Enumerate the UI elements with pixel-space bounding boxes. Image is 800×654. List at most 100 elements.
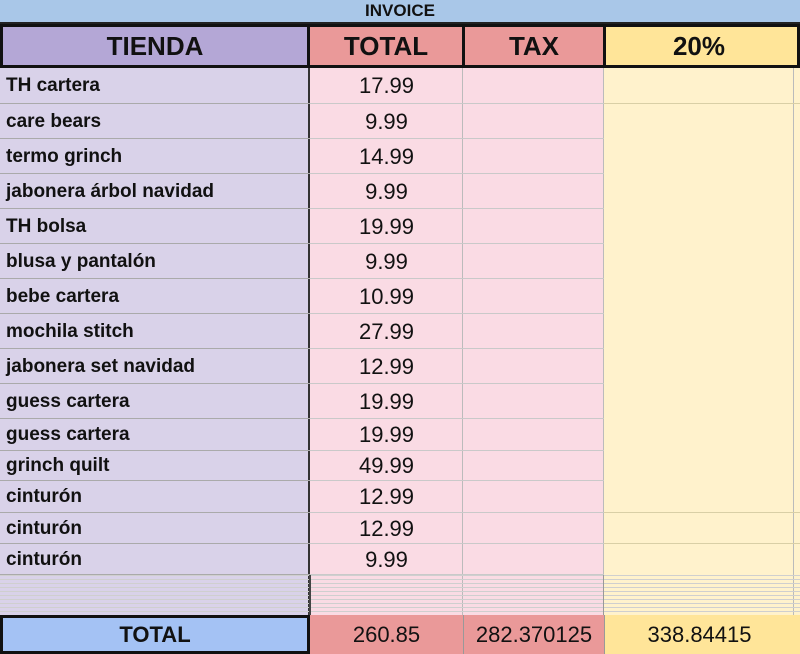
row-gridline [310, 512, 604, 513]
item-percent-cell[interactable] [604, 481, 794, 513]
totals-total-cell[interactable]: 260.85 [310, 615, 463, 654]
item-total-cell[interactable]: 12.99 [358, 354, 415, 379]
header-tienda[interactable]: TIENDA [0, 24, 310, 68]
row-gridline [310, 278, 604, 279]
item-total-cell[interactable]: 14.99 [358, 144, 415, 169]
extra-column [794, 68, 800, 615]
row-gridline [0, 313, 310, 314]
row-gridline [0, 418, 310, 419]
item-total-cell[interactable]: 12.99 [358, 484, 415, 509]
row-gridline [310, 383, 604, 384]
item-tax-cell[interactable] [463, 349, 604, 384]
item-percent-cell[interactable] [604, 279, 794, 314]
item-total-cell[interactable]: 19.99 [358, 389, 415, 414]
item-tax-cell[interactable] [463, 244, 604, 279]
item-total-cell[interactable]: 10.99 [358, 284, 415, 309]
item-name-cell[interactable]: blusa y pantalón [6, 251, 156, 272]
table-row: termo grinch 14.99 [0, 139, 800, 174]
item-total-cell[interactable]: 49.99 [358, 453, 415, 478]
item-percent-cell[interactable] [604, 544, 794, 575]
item-total-cell[interactable]: 9.99 [365, 547, 408, 572]
header-extra-cell[interactable] [792, 24, 800, 68]
totals-percent-cell[interactable]: 338.84415 [604, 615, 794, 654]
table-row: care bears 9.99 [0, 104, 800, 139]
row-gridline [0, 383, 310, 384]
item-tax-cell[interactable] [463, 209, 604, 244]
item-name-cell[interactable]: jabonera árbol navidad [6, 181, 214, 202]
percent-column [604, 68, 794, 615]
item-tax-cell[interactable] [463, 451, 604, 481]
table-row: mochila stitch 27.99 [0, 314, 800, 349]
item-percent-cell[interactable] [604, 209, 794, 244]
item-name-cell[interactable]: mochila stitch [6, 321, 134, 342]
table-row: jabonera set navidad 12.99 [0, 349, 800, 384]
item-percent-cell[interactable] [604, 139, 794, 174]
item-percent-cell[interactable] [604, 419, 794, 451]
item-percent-cell[interactable] [604, 244, 794, 279]
item-tax-cell[interactable] [463, 139, 604, 174]
item-total-cell[interactable]: 27.99 [358, 319, 415, 344]
row-gridline [310, 574, 604, 575]
row-gridline [604, 512, 800, 513]
item-percent-cell[interactable] [604, 349, 794, 384]
row-gridline [0, 103, 310, 104]
item-tax-cell[interactable] [463, 314, 604, 349]
item-tax-cell[interactable] [463, 384, 604, 419]
row-gridline [0, 243, 310, 244]
item-tax-cell[interactable] [463, 279, 604, 314]
item-tax-cell[interactable] [463, 174, 604, 209]
item-total-cell[interactable]: 19.99 [358, 422, 415, 447]
item-tax-cell[interactable] [463, 419, 604, 451]
row-gridline [310, 543, 604, 544]
item-tax-cell[interactable] [463, 544, 604, 575]
item-name-cell[interactable]: cinturón [6, 518, 82, 539]
hatch-separator [309, 575, 311, 615]
totals-tax-cell[interactable]: 282.370125 [463, 615, 604, 654]
item-percent-cell[interactable] [604, 104, 794, 139]
item-name-cell[interactable]: termo grinch [6, 146, 123, 167]
item-percent-cell[interactable] [604, 384, 794, 419]
item-total-cell[interactable]: 9.99 [365, 249, 408, 274]
item-name-cell[interactable]: jabonera set navidad [6, 356, 196, 377]
item-name-cell[interactable]: bebe cartera [6, 286, 120, 307]
item-total-cell[interactable]: 9.99 [365, 109, 408, 134]
table-row: grinch quilt 49.99 [0, 451, 800, 481]
item-total-cell[interactable]: 17.99 [358, 73, 415, 98]
item-percent-cell[interactable] [604, 174, 794, 209]
data-body: TH cartera 17.99 care bears 9.99 termo grinc… [0, 68, 800, 615]
item-percent-cell[interactable] [604, 451, 794, 481]
item-name-cell[interactable]: cinturón [6, 486, 82, 507]
totals-extra-cell[interactable] [794, 615, 800, 654]
row-gridline [0, 543, 310, 544]
row-gridline [0, 348, 310, 349]
table-row: bebe cartera 10.99 [0, 279, 800, 314]
item-name-cell[interactable]: TH bolsa [6, 216, 87, 237]
item-percent-cell[interactable] [604, 68, 794, 104]
item-percent-cell[interactable] [604, 314, 794, 349]
item-name-cell[interactable]: care bears [6, 111, 102, 132]
row-gridline [310, 173, 604, 174]
item-name-cell[interactable]: cinturón [6, 549, 82, 570]
item-name-cell[interactable]: guess cartera [6, 391, 130, 412]
item-total-cell[interactable]: 9.99 [365, 179, 408, 204]
row-gridline [0, 138, 310, 139]
header-tax[interactable]: TAX [462, 24, 606, 68]
table-row: cinturón 9.99 [0, 544, 800, 575]
item-name-cell[interactable]: grinch quilt [6, 455, 110, 476]
item-tax-cell[interactable] [463, 513, 604, 544]
item-name-cell[interactable]: guess cartera [6, 424, 130, 445]
header-percent[interactable]: 20% [603, 24, 795, 68]
header-total[interactable]: TOTAL [307, 24, 465, 68]
totals-label[interactable]: TOTAL [0, 615, 310, 654]
item-tax-cell[interactable] [463, 104, 604, 139]
item-name-cell[interactable]: TH cartera [6, 75, 100, 96]
item-total-cell[interactable]: 19.99 [358, 214, 415, 239]
invoice-title[interactable]: INVOICE [0, 0, 800, 24]
item-percent-cell[interactable] [604, 513, 794, 544]
row-gridline [0, 208, 310, 209]
row-gridline [310, 208, 604, 209]
item-tax-cell[interactable] [463, 68, 604, 104]
item-tax-cell[interactable] [463, 481, 604, 513]
item-total-cell[interactable]: 12.99 [358, 516, 415, 541]
